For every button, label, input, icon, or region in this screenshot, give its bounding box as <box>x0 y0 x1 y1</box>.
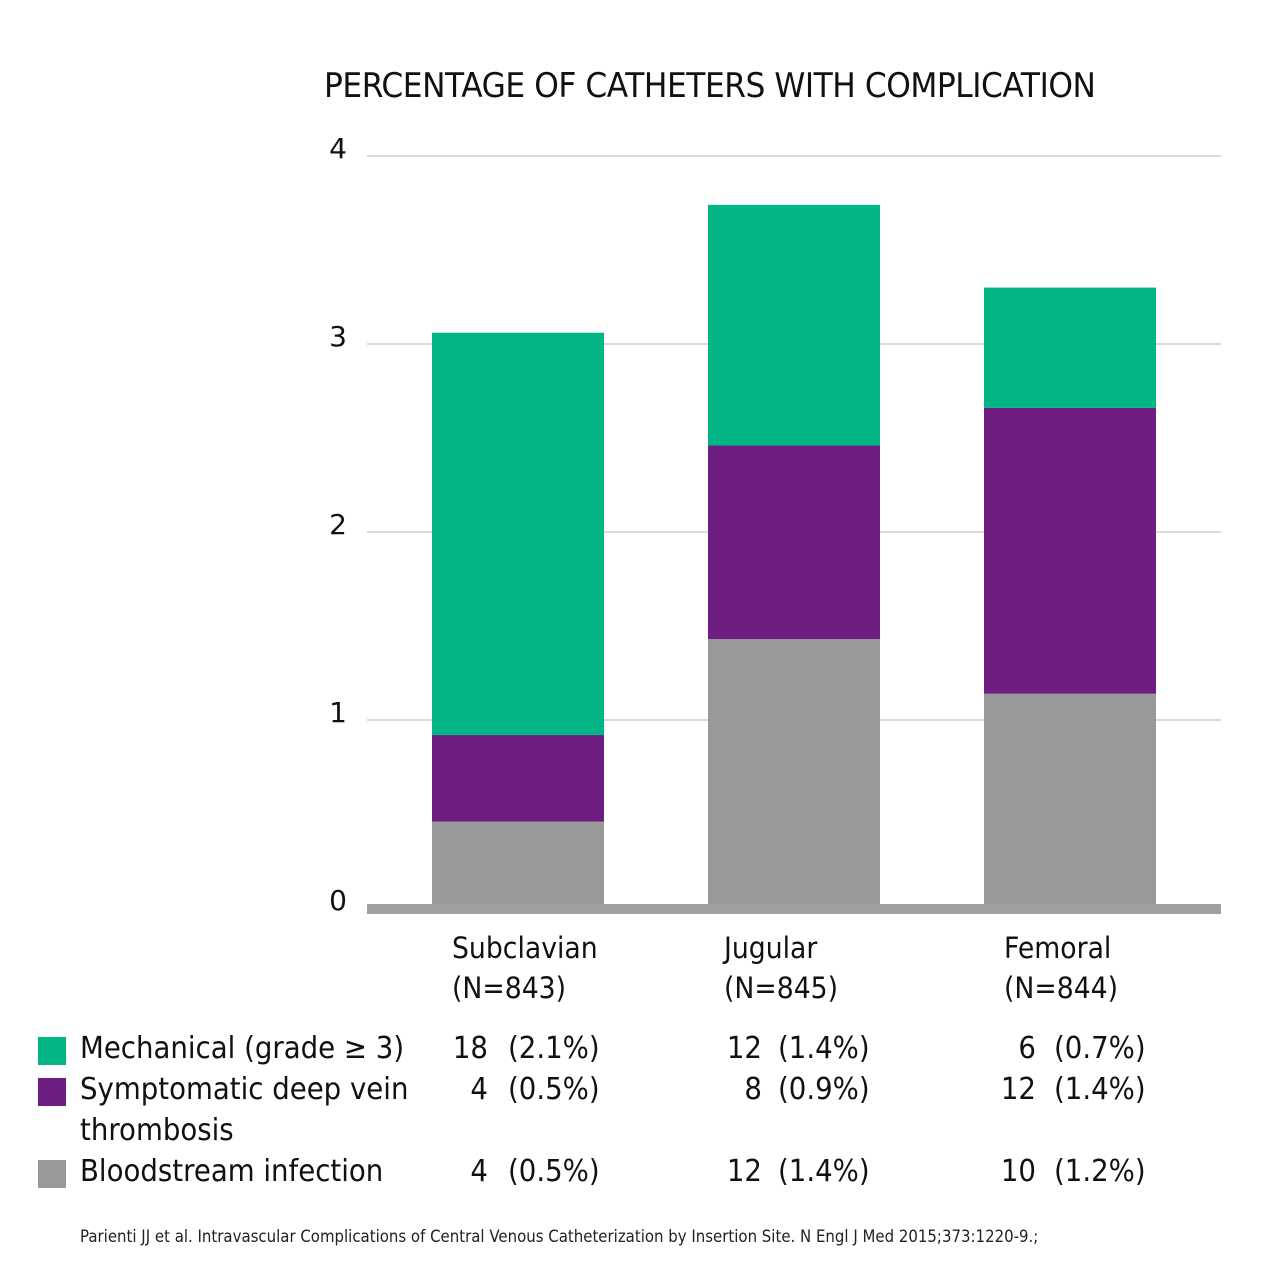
table-percent: (2.1%) <box>508 1031 600 1066</box>
legend-label: thrombosis <box>80 1113 234 1148</box>
category-n: (N=843) <box>452 971 567 1005</box>
table-count: 4 <box>470 1072 488 1107</box>
bar-segment-jugular-1 <box>708 445 880 640</box>
chart-title: PERCENTAGE OF CATHETERS WITH COMPLICATIO… <box>324 66 1096 106</box>
table-count: 8 <box>744 1072 762 1107</box>
category-n: (N=844) <box>1004 971 1119 1005</box>
table-count: 18 <box>452 1031 488 1066</box>
table-percent: (1.2%) <box>1054 1154 1146 1189</box>
table-count: 12 <box>1000 1072 1036 1107</box>
bar-segment-femoral-1 <box>984 407 1156 694</box>
bar-segment-subclavian-0 <box>432 821 604 908</box>
category-label: Femoral (N=844) <box>1004 928 1118 1008</box>
table-count: 4 <box>470 1154 488 1189</box>
category-n: (N=845) <box>724 971 839 1005</box>
table-count: 10 <box>1000 1154 1036 1189</box>
table-percent: (1.4%) <box>1054 1072 1146 1107</box>
table-percent: (0.5%) <box>508 1072 600 1107</box>
table-percent: (0.5%) <box>508 1154 600 1189</box>
y-tick-label: 4 <box>329 132 347 165</box>
x-axis-baseline <box>367 904 1221 914</box>
y-tick-label: 3 <box>329 320 347 353</box>
category-label: Subclavian (N=843) <box>452 928 598 1008</box>
legend-swatch <box>38 1160 66 1188</box>
bar-segment-femoral-0 <box>984 693 1156 908</box>
footnote: Parienti JJ et al. Intravascular Complic… <box>80 1227 1039 1247</box>
table-count: 6 <box>1018 1031 1036 1066</box>
bar-segment-jugular-0 <box>708 639 880 908</box>
y-tick-label: 1 <box>329 696 347 729</box>
y-tick-label: 2 <box>329 508 347 541</box>
legend-label: Symptomatic deep vein <box>80 1072 409 1107</box>
category-name: Jugular <box>724 931 818 965</box>
bar-segment-jugular-2 <box>708 204 880 446</box>
legend-swatch <box>38 1078 66 1106</box>
bar-segment-subclavian-1 <box>432 735 604 822</box>
table-percent: (0.9%) <box>778 1072 870 1107</box>
legend-swatch <box>38 1037 66 1065</box>
bar-segment-femoral-2 <box>984 287 1156 408</box>
y-tick-label: 0 <box>329 884 347 917</box>
table-count: 12 <box>726 1031 762 1066</box>
legend-label: Mechanical (grade ≥ 3) <box>80 1031 405 1066</box>
legend-label: Bloodstream infection <box>80 1154 384 1189</box>
category-name: Femoral <box>1004 931 1112 965</box>
bar-segment-subclavian-2 <box>432 332 604 736</box>
table-count: 12 <box>726 1154 762 1189</box>
category-label: Jugular (N=845) <box>724 928 838 1008</box>
table-percent: (1.4%) <box>778 1154 870 1189</box>
category-name: Subclavian <box>452 931 598 965</box>
table-percent: (0.7%) <box>1054 1031 1146 1066</box>
table-percent: (1.4%) <box>778 1031 870 1066</box>
